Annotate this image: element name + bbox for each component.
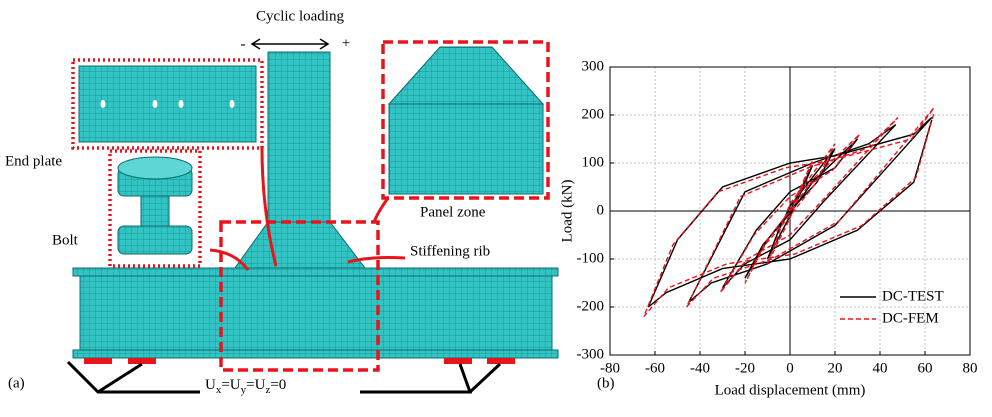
- legend-label: DC-FEM: [882, 310, 939, 326]
- x-tick-label: 0: [786, 360, 794, 376]
- bc-part: =U: [246, 377, 265, 393]
- minus-sign: -: [241, 36, 246, 52]
- end-plate-label: End plate: [5, 153, 62, 169]
- beam-top-flange: [72, 267, 559, 277]
- x-tick-label: 60: [918, 360, 933, 376]
- y-tick-label: -200: [577, 298, 605, 314]
- load-arrow: [250, 38, 330, 50]
- y-axis-label: Load (kN): [559, 180, 575, 243]
- beam-bottom-flange: [72, 349, 559, 359]
- x-tick-label: -80: [600, 360, 620, 376]
- x-tick-label: -60: [645, 360, 665, 376]
- panel-zone-box: [219, 220, 380, 372]
- loading-label: Cyclic loading: [256, 8, 344, 24]
- panel-b-label: (b): [597, 375, 615, 391]
- x-tick-label: 20: [828, 360, 843, 376]
- series-line: [643, 107, 935, 318]
- end-plate-box: [71, 58, 264, 150]
- end-plate: [78, 65, 257, 143]
- inset-stiffener: [387, 46, 545, 105]
- supports: [84, 358, 515, 364]
- bc-part: =0: [270, 377, 286, 393]
- x-tick-label: 40: [873, 360, 888, 376]
- y-tick-label: 300: [582, 58, 605, 74]
- boundary-label: Ux=Uy=Uz=0: [205, 377, 286, 395]
- bc-part: z: [265, 384, 270, 396]
- stiffener: [231, 221, 370, 273]
- legend-label: DC-TEST: [882, 288, 944, 304]
- plus-sign: +: [342, 35, 350, 51]
- y-tick-label: -100: [577, 250, 605, 266]
- hysteresis-chart: (b) -80 -60 -40 -20 0 20 40 60 80-300-200-100010…: [559, 58, 977, 398]
- x-tick-label: -20: [735, 360, 755, 376]
- beam-web: [79, 275, 553, 351]
- bolt-box: [108, 149, 202, 268]
- panel-zone-label: Panel zone: [420, 204, 486, 220]
- y-tick-label: -300: [577, 346, 605, 362]
- bolt-holes: [100, 100, 235, 108]
- panel-inset-box: [381, 40, 550, 200]
- bolt-label: Bolt: [52, 232, 79, 248]
- plot-frame: [609, 66, 971, 356]
- panel-a-label: (a): [8, 375, 25, 391]
- x-tick-label: 80: [963, 360, 978, 376]
- fem-model: Cyclic loading - + End plate Bolt: [5, 8, 559, 396]
- x-axis-label: Load displacement (mm): [715, 382, 866, 398]
- y-tick-label: 100: [582, 154, 605, 170]
- stiffening-rib-label: Stiffening rib: [410, 243, 490, 259]
- bc-part: y: [241, 384, 247, 396]
- boundary-arrows: [66, 360, 502, 394]
- bolt-shape: [117, 156, 193, 255]
- bc-part: U: [205, 377, 216, 393]
- y-tick-label: 200: [582, 106, 605, 122]
- bc-part: =U: [221, 377, 240, 393]
- bc-part: x: [216, 384, 222, 396]
- callout-arrows: [209, 147, 406, 271]
- y-tick-label: 0: [597, 202, 605, 218]
- inset-beam: [388, 103, 544, 195]
- x-tick-label: -40: [690, 360, 710, 376]
